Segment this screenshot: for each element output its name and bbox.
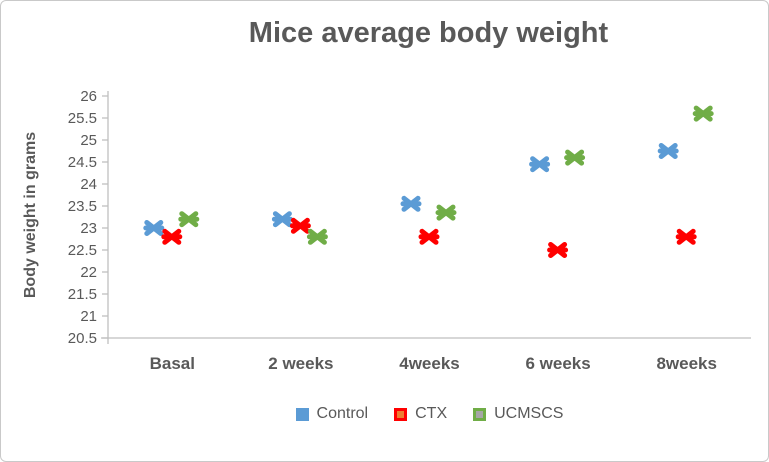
legend-item-control: Control	[295, 405, 369, 423]
marker-control-3	[529, 156, 551, 173]
y-tick-label: 21.5	[68, 286, 97, 303]
legend-label-control: Control	[316, 405, 369, 422]
x-category-label: Basal	[150, 354, 195, 373]
legend: Control CTX UCMSCS	[108, 400, 751, 428]
marker-ucmscs-3	[564, 149, 586, 166]
marker-ctx-3	[547, 242, 569, 258]
y-tick-label: 26	[80, 88, 97, 105]
marker-ctx-4	[675, 228, 697, 245]
y-tick-label: 24.5	[68, 154, 97, 171]
x-category-label: 4weeks	[399, 354, 460, 373]
marker-control-1	[271, 211, 293, 228]
y-tick-label: 21	[80, 308, 97, 325]
legend-swatch-inner-ctx	[397, 410, 405, 418]
marker-control-2	[400, 195, 422, 212]
y-tick-label: 24	[80, 176, 97, 193]
marker-control-4	[657, 143, 679, 159]
marker-ucmscs-4	[692, 105, 714, 122]
legend-swatch-ctx-icon	[394, 407, 408, 421]
y-tick-label: 22	[80, 264, 97, 281]
y-tick-label: 25	[80, 132, 97, 149]
chart-title: Mice average body weight	[248, 17, 609, 49]
x-category-label: 8weeks	[656, 354, 717, 373]
legend-item-ucmscs: UCMSCS	[473, 405, 563, 423]
x-category-label: 2 weeks	[268, 354, 333, 373]
marker-ucmscs-1	[306, 228, 328, 245]
y-tick-label: 23	[80, 220, 97, 237]
legend-swatch-control-icon	[295, 407, 309, 421]
marker-ucmscs-0	[178, 211, 200, 228]
legend-swatch-inner-ucmscs	[476, 410, 484, 418]
y-tick-label: 23.5	[68, 198, 97, 215]
legend-label-ctx: CTX	[415, 405, 448, 422]
legend-label-ucmscs: UCMSCS	[494, 405, 564, 422]
marker-ctx-2	[418, 228, 440, 245]
y-tick-label: 22.5	[68, 242, 97, 259]
legend-swatch-ucmscs-icon	[473, 407, 487, 421]
marker-ctx-1	[289, 217, 311, 234]
x-category-label: 6 weeks	[525, 354, 590, 373]
y-tick-label: 20.5	[68, 330, 97, 347]
marker-ucmscs-2	[435, 204, 457, 221]
marker-ctx-0	[161, 228, 183, 245]
marker-control-0	[143, 220, 165, 236]
y-tick-label: 25.5	[68, 110, 97, 127]
legend-item-ctx: CTX	[394, 405, 447, 423]
